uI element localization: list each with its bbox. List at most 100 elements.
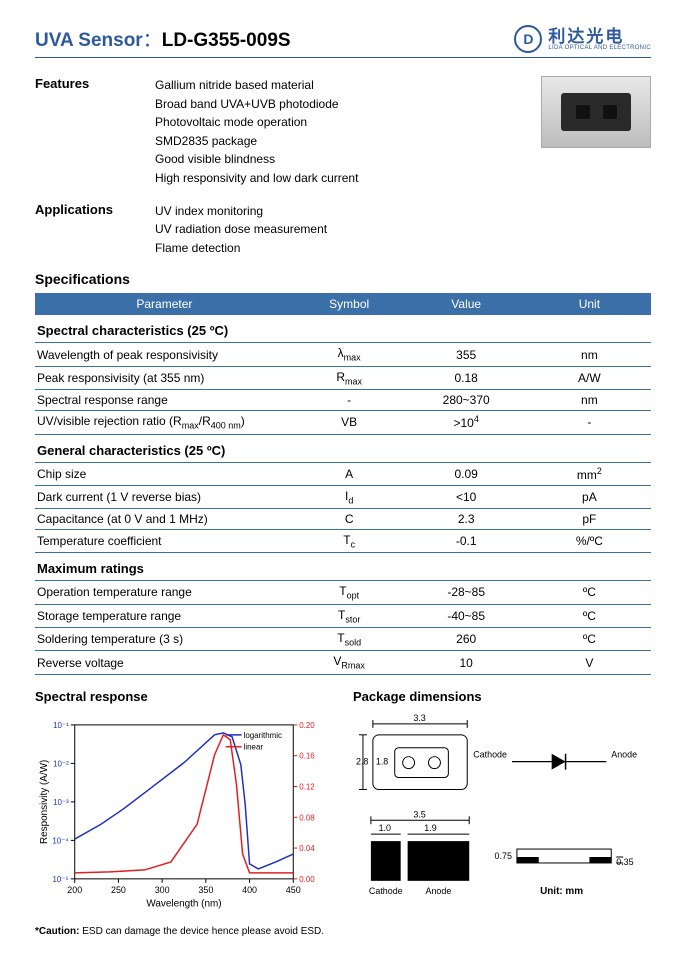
spec-data-row: Reverse voltageVRmax10V bbox=[35, 651, 651, 674]
spec-cell-param: Dark current (1 V reverse bias) bbox=[35, 485, 294, 508]
spec-cell-value: >104 bbox=[405, 411, 528, 434]
svg-text:Anode: Anode bbox=[426, 886, 452, 896]
spec-cell-symbol: - bbox=[294, 390, 405, 411]
logo-en: LIDA OPTICAL AND ELECTRONIC bbox=[548, 45, 651, 51]
spec-cell-unit: ºC bbox=[528, 581, 651, 604]
applications-item: UV radiation dose measurement bbox=[155, 220, 651, 239]
spec-cell-unit: A/W bbox=[528, 366, 651, 389]
spec-cell-value: 2.3 bbox=[405, 508, 528, 529]
svg-text:0.08: 0.08 bbox=[299, 813, 315, 822]
spec-cell-symbol: VB bbox=[294, 411, 405, 434]
svg-text:200: 200 bbox=[67, 885, 82, 895]
spec-data-row: Wavelength of peak responsivisityλmax355… bbox=[35, 343, 651, 366]
spec-data-row: Spectral response range-280~370nm bbox=[35, 390, 651, 411]
spec-cell-symbol: Tstor bbox=[294, 604, 405, 627]
spec-cell-value: <10 bbox=[405, 485, 528, 508]
svg-text:0.20: 0.20 bbox=[299, 721, 315, 730]
svg-text:2.8: 2.8 bbox=[356, 756, 368, 766]
spec-cell-symbol: λmax bbox=[294, 343, 405, 366]
svg-text:Unit: mm: Unit: mm bbox=[540, 886, 583, 897]
svg-text:450: 450 bbox=[286, 885, 301, 895]
svg-text:1.9: 1.9 bbox=[424, 823, 436, 833]
spec-subheading-row: Spectral characteristics (25 ºC) bbox=[35, 315, 651, 343]
spec-cell-param: Wavelength of peak responsivisity bbox=[35, 343, 294, 366]
caution-label: *Caution: bbox=[35, 926, 79, 937]
spec-subheading-cell: General characteristics (25 ºC) bbox=[35, 434, 651, 462]
photo-dot-icon bbox=[603, 105, 617, 119]
spec-cell-param: UV/visible rejection ratio (Rmax/R400 nm… bbox=[35, 411, 294, 434]
package-dimensions-column: Package dimensions 3.32.81.8CathodeAnode… bbox=[353, 689, 651, 912]
spec-cell-param: Temperature coefficient bbox=[35, 529, 294, 552]
svg-text:0.12: 0.12 bbox=[299, 782, 315, 791]
svg-text:1.0: 1.0 bbox=[379, 823, 391, 833]
svg-text:0.00: 0.00 bbox=[299, 875, 315, 884]
spec-cell-param: Operation temperature range bbox=[35, 581, 294, 604]
spec-cell-symbol: Id bbox=[294, 485, 405, 508]
svg-text:10⁻⁵: 10⁻⁵ bbox=[52, 875, 68, 884]
spec-data-row: Peak responsivisity (at 355 nm)Rmax0.18A… bbox=[35, 366, 651, 389]
specifications-table: Parameter Symbol Value Unit Spectral cha… bbox=[35, 293, 651, 675]
svg-text:0.75: 0.75 bbox=[495, 851, 512, 861]
svg-text:0.04: 0.04 bbox=[299, 844, 315, 853]
applications-list: UV index monitoring UV radiation dose me… bbox=[155, 202, 651, 258]
spectral-response-chart: 20025030035040045010⁻¹10⁻²10⁻³10⁻⁴10⁻⁵0.… bbox=[35, 710, 333, 909]
spec-cell-param: Chip size bbox=[35, 462, 294, 485]
svg-text:10⁻⁴: 10⁻⁴ bbox=[52, 836, 69, 845]
photo-dot-icon bbox=[576, 105, 590, 119]
spec-cell-symbol: C bbox=[294, 508, 405, 529]
logo-text: 利达光电 LIDA OPTICAL AND ELECTRONIC bbox=[548, 28, 651, 51]
applications-item: UV index monitoring bbox=[155, 202, 651, 221]
spec-data-row: UV/visible rejection ratio (Rmax/R400 nm… bbox=[35, 411, 651, 434]
spec-header-cell: Unit bbox=[528, 293, 651, 315]
spec-cell-symbol: Tsold bbox=[294, 628, 405, 651]
spec-cell-value: 10 bbox=[405, 651, 528, 674]
svg-text:Cathode: Cathode bbox=[369, 886, 403, 896]
bottom-row: Spectral response 20025030035040045010⁻¹… bbox=[35, 689, 651, 912]
product-photo bbox=[541, 76, 651, 148]
spec-cell-unit: ºC bbox=[528, 604, 651, 627]
svg-text:Cathode: Cathode bbox=[473, 750, 507, 760]
spec-data-row: Operation temperature rangeTopt-28~85ºC bbox=[35, 581, 651, 604]
logo-cn: 利达光电 bbox=[548, 28, 651, 45]
applications-item: Flame detection bbox=[155, 239, 651, 258]
spec-cell-symbol: Tc bbox=[294, 529, 405, 552]
applications-block: Applications UV index monitoring UV radi… bbox=[35, 202, 651, 258]
spec-cell-unit: %/ºC bbox=[528, 529, 651, 552]
title-prefix: UVA Sensor bbox=[35, 30, 143, 51]
spec-data-row: Storage temperature rangeTstor-40~85ºC bbox=[35, 604, 651, 627]
spec-subheading-cell: Maximum ratings bbox=[35, 553, 651, 581]
features-item: Good visible blindness bbox=[155, 150, 651, 169]
svg-text:0.35: 0.35 bbox=[616, 857, 633, 867]
spec-cell-value: 0.09 bbox=[405, 462, 528, 485]
spec-cell-param: Peak responsivisity (at 355 nm) bbox=[35, 366, 294, 389]
logo-mark-icon: D bbox=[514, 25, 542, 53]
spec-header-cell: Symbol bbox=[294, 293, 405, 315]
svg-text:10⁻²: 10⁻² bbox=[53, 759, 69, 768]
spec-data-row: Chip sizeA0.09mm2 bbox=[35, 462, 651, 485]
svg-text:3.5: 3.5 bbox=[413, 809, 425, 819]
spec-data-row: Soldering temperature (3 s)Tsold260ºC bbox=[35, 628, 651, 651]
spec-cell-param: Reverse voltage bbox=[35, 651, 294, 674]
svg-text:logarithmic: logarithmic bbox=[244, 731, 282, 740]
package-dimensions-drawing: 3.32.81.8CathodeAnode3.51.01.9CathodeAno… bbox=[353, 710, 651, 909]
svg-text:10⁻¹: 10⁻¹ bbox=[53, 721, 69, 730]
spectral-response-heading: Spectral response bbox=[35, 689, 333, 704]
spec-data-row: Dark current (1 V reverse bias)Id<10pA bbox=[35, 485, 651, 508]
page-header: UVA Sensor：LD-G355-009S D 利达光电 LIDA OPTI… bbox=[35, 25, 651, 58]
caution-note: *Caution: ESD can damage the device henc… bbox=[35, 926, 651, 937]
svg-text:350: 350 bbox=[198, 885, 213, 895]
spec-cell-value: -0.1 bbox=[405, 529, 528, 552]
svg-text:linear: linear bbox=[244, 743, 264, 752]
package-dimensions-heading: Package dimensions bbox=[353, 689, 651, 704]
features-block: Features Gallium nitride based material … bbox=[35, 76, 651, 188]
spec-cell-unit: - bbox=[528, 411, 651, 434]
spec-subheading-row: Maximum ratings bbox=[35, 553, 651, 581]
title-line: UVA Sensor：LD-G355-009S bbox=[35, 25, 291, 52]
spec-cell-value: -40~85 bbox=[405, 604, 528, 627]
spec-header-cell: Value bbox=[405, 293, 528, 315]
spec-subheading-row: General characteristics (25 ºC) bbox=[35, 434, 651, 462]
spec-data-row: Capacitance (at 0 V and 1 MHz)C2.3pF bbox=[35, 508, 651, 529]
svg-text:250: 250 bbox=[111, 885, 126, 895]
features-item: High responsivity and low dark current bbox=[155, 169, 651, 188]
spec-cell-value: 0.18 bbox=[405, 366, 528, 389]
